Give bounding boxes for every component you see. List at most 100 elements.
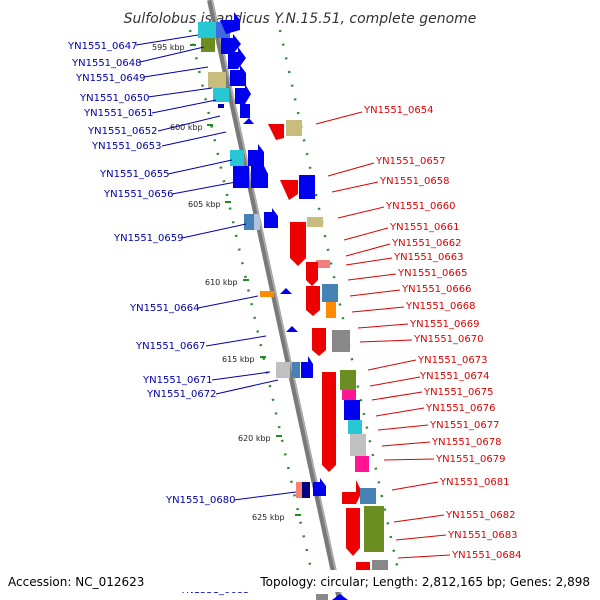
forward-genes xyxy=(198,12,326,498)
gene-box xyxy=(218,104,224,108)
left-label: YN1551_0647 xyxy=(67,41,138,52)
right-labels-lines xyxy=(315,111,451,559)
right-label: YN1551_0679 xyxy=(435,454,506,465)
map-title: Sulfolobus islandicus Y.N.15.51, complet… xyxy=(124,11,477,27)
right-label: YN1551_0662 xyxy=(391,238,462,249)
gene-box xyxy=(260,291,274,297)
left-label: YN1551_0672 xyxy=(146,389,217,400)
gene-box xyxy=(316,594,328,600)
gene-arrow xyxy=(243,118,254,124)
gene-box xyxy=(342,390,356,400)
gene-box xyxy=(276,362,290,378)
reverse-genes xyxy=(268,120,388,572)
gene-arrow xyxy=(346,508,360,556)
gene-box xyxy=(213,88,229,102)
kbp-ticks xyxy=(190,44,301,516)
gene-box xyxy=(254,214,260,230)
gene-box xyxy=(348,420,362,434)
gene-box xyxy=(322,284,338,302)
left-label: YN1551_0680 xyxy=(165,495,236,506)
gene-arrow xyxy=(313,478,326,496)
left-label: YN1551_0651 xyxy=(83,108,154,119)
kbp-label: 605 kbp xyxy=(188,200,221,209)
right-label: YN1551_0683 xyxy=(447,530,518,541)
gene-box xyxy=(350,434,366,456)
left-label: YN1551_0649 xyxy=(75,73,146,84)
gene-box xyxy=(201,38,215,52)
footer-backdrop xyxy=(0,570,600,592)
gene-arrow xyxy=(235,84,251,104)
gene-box xyxy=(316,260,330,268)
gene-arrow xyxy=(240,104,250,118)
right-label: YN1551_0682 xyxy=(445,510,516,521)
kbp-labels: 595 kbp 600 kbp 605 kbp 610 kbp 615 kbp … xyxy=(152,43,285,522)
left-label: YN1551_0653 xyxy=(91,141,162,152)
gene-arrow xyxy=(264,208,278,228)
left-label: YN1551_0650 xyxy=(79,93,150,104)
gene-arrow xyxy=(248,144,264,166)
kbp-label: 610 kbp xyxy=(205,278,238,287)
backbone-highlight xyxy=(211,0,343,600)
right-label: YN1551_0670 xyxy=(413,334,484,345)
gene-box xyxy=(296,482,302,498)
left-label: YN1551_0664 xyxy=(129,303,200,314)
right-label: YN1551_0669 xyxy=(409,319,480,330)
gene-arrow xyxy=(230,65,246,86)
gene-box xyxy=(326,302,336,318)
gene-box xyxy=(292,362,300,378)
right-label: YN1551_0674 xyxy=(419,371,490,382)
gene-arrow xyxy=(342,480,362,504)
right-label: YN1551_0666 xyxy=(401,284,472,295)
right-label: YN1551_0668 xyxy=(405,301,476,312)
left-label: YN1551_0667 xyxy=(135,341,206,352)
gene-arrow xyxy=(251,162,268,188)
gene-arrow xyxy=(306,286,320,316)
left-label: YN1551_0659 xyxy=(113,233,184,244)
right-label: YN1551_0673 xyxy=(417,355,488,366)
gene-arrow xyxy=(220,12,240,34)
right-label: YN1551_0665 xyxy=(397,268,468,279)
right-label: YN1551_0677 xyxy=(429,420,500,431)
gene-box xyxy=(233,166,249,188)
gene-box xyxy=(198,22,216,38)
right-label: YN1551_0663 xyxy=(393,252,464,263)
right-label: YN1551_0675 xyxy=(423,387,494,398)
left-label: YN1551_0652 xyxy=(87,126,158,137)
gene-box xyxy=(302,482,310,498)
kbp-label: 615 kbp xyxy=(222,355,255,364)
kbp-label: 625 kbp xyxy=(252,513,285,522)
kbp-label: 595 kbp xyxy=(152,43,185,52)
left-label: YN1551_0671 xyxy=(142,375,213,386)
gene-box xyxy=(364,506,384,552)
gene-arrow xyxy=(312,328,326,356)
right-label: YN1551_0678 xyxy=(431,437,502,448)
backbone-strand xyxy=(207,0,343,600)
accession-text: Accession: NC_012623 xyxy=(8,575,144,589)
gene-box xyxy=(307,217,323,227)
gene-box xyxy=(208,72,226,88)
gene-box xyxy=(355,456,369,472)
kbp-label: 600 kbp xyxy=(170,123,203,132)
right-label: YN1551_0661 xyxy=(389,222,460,233)
gene-box xyxy=(230,150,244,166)
right-label: YN1551_0684 xyxy=(451,550,522,561)
gene-arrow xyxy=(228,47,246,69)
gene-box xyxy=(332,330,350,352)
left-label: YN1551_0655 xyxy=(99,169,170,180)
gene-box xyxy=(286,120,302,136)
right-label: YN1551_0660 xyxy=(385,201,456,212)
left-label: YN1551_0648 xyxy=(71,58,142,69)
gene-arrow xyxy=(280,288,292,294)
gene-arrow xyxy=(290,222,306,266)
gene-arrow xyxy=(332,594,348,600)
kbp-label: 620 kbp xyxy=(238,434,271,443)
gene-arrow xyxy=(221,34,241,54)
left-label: YN1551_0656 xyxy=(103,189,174,200)
gene-box xyxy=(244,214,254,230)
gene-box xyxy=(372,560,388,572)
gene-arrow xyxy=(356,562,370,572)
gene-arrow xyxy=(322,372,336,472)
gene-box xyxy=(360,488,376,504)
gene-arrow xyxy=(301,356,313,378)
